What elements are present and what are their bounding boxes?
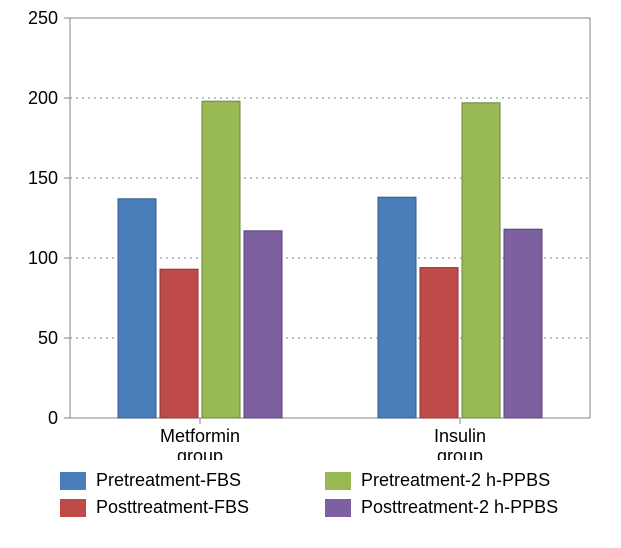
legend-swatch xyxy=(325,499,351,517)
legend-swatch xyxy=(325,472,351,490)
y-tick-label: 250 xyxy=(28,8,58,28)
bar xyxy=(420,268,458,418)
bar xyxy=(462,103,500,418)
legend-swatch xyxy=(60,499,86,517)
y-tick-label: 200 xyxy=(28,88,58,108)
chart-container: 050100150200250MetformingroupInsulingrou… xyxy=(0,0,621,548)
legend-label: Pretreatment-2 h-PPBS xyxy=(361,470,550,491)
bar-chart: 050100150200250MetformingroupInsulingrou… xyxy=(0,0,621,460)
x-category-label: group xyxy=(177,446,223,460)
bar xyxy=(244,231,282,418)
legend-item: Pretreatment-2 h-PPBS xyxy=(325,470,560,491)
legend: Pretreatment-FBS Pretreatment-2 h-PPBS Pos… xyxy=(60,470,560,518)
bar xyxy=(504,229,542,418)
legend-label: Pretreatment-FBS xyxy=(96,470,241,491)
x-category-label: Insulin xyxy=(434,426,486,446)
x-category-label: Metformin xyxy=(160,426,240,446)
y-tick-label: 0 xyxy=(48,408,58,428)
legend-label: Posttreatment-FBS xyxy=(96,497,249,518)
legend-item: Posttreatment-2 h-PPBS xyxy=(325,497,560,518)
legend-item: Posttreatment-FBS xyxy=(60,497,295,518)
x-category-label: group xyxy=(437,446,483,460)
bar xyxy=(378,197,416,418)
legend-label: Posttreatment-2 h-PPBS xyxy=(361,497,558,518)
y-tick-label: 150 xyxy=(28,168,58,188)
bar xyxy=(202,101,240,418)
y-tick-label: 50 xyxy=(38,328,58,348)
bar xyxy=(160,269,198,418)
legend-item: Pretreatment-FBS xyxy=(60,470,295,491)
legend-swatch xyxy=(60,472,86,490)
y-tick-label: 100 xyxy=(28,248,58,268)
bar xyxy=(118,199,156,418)
